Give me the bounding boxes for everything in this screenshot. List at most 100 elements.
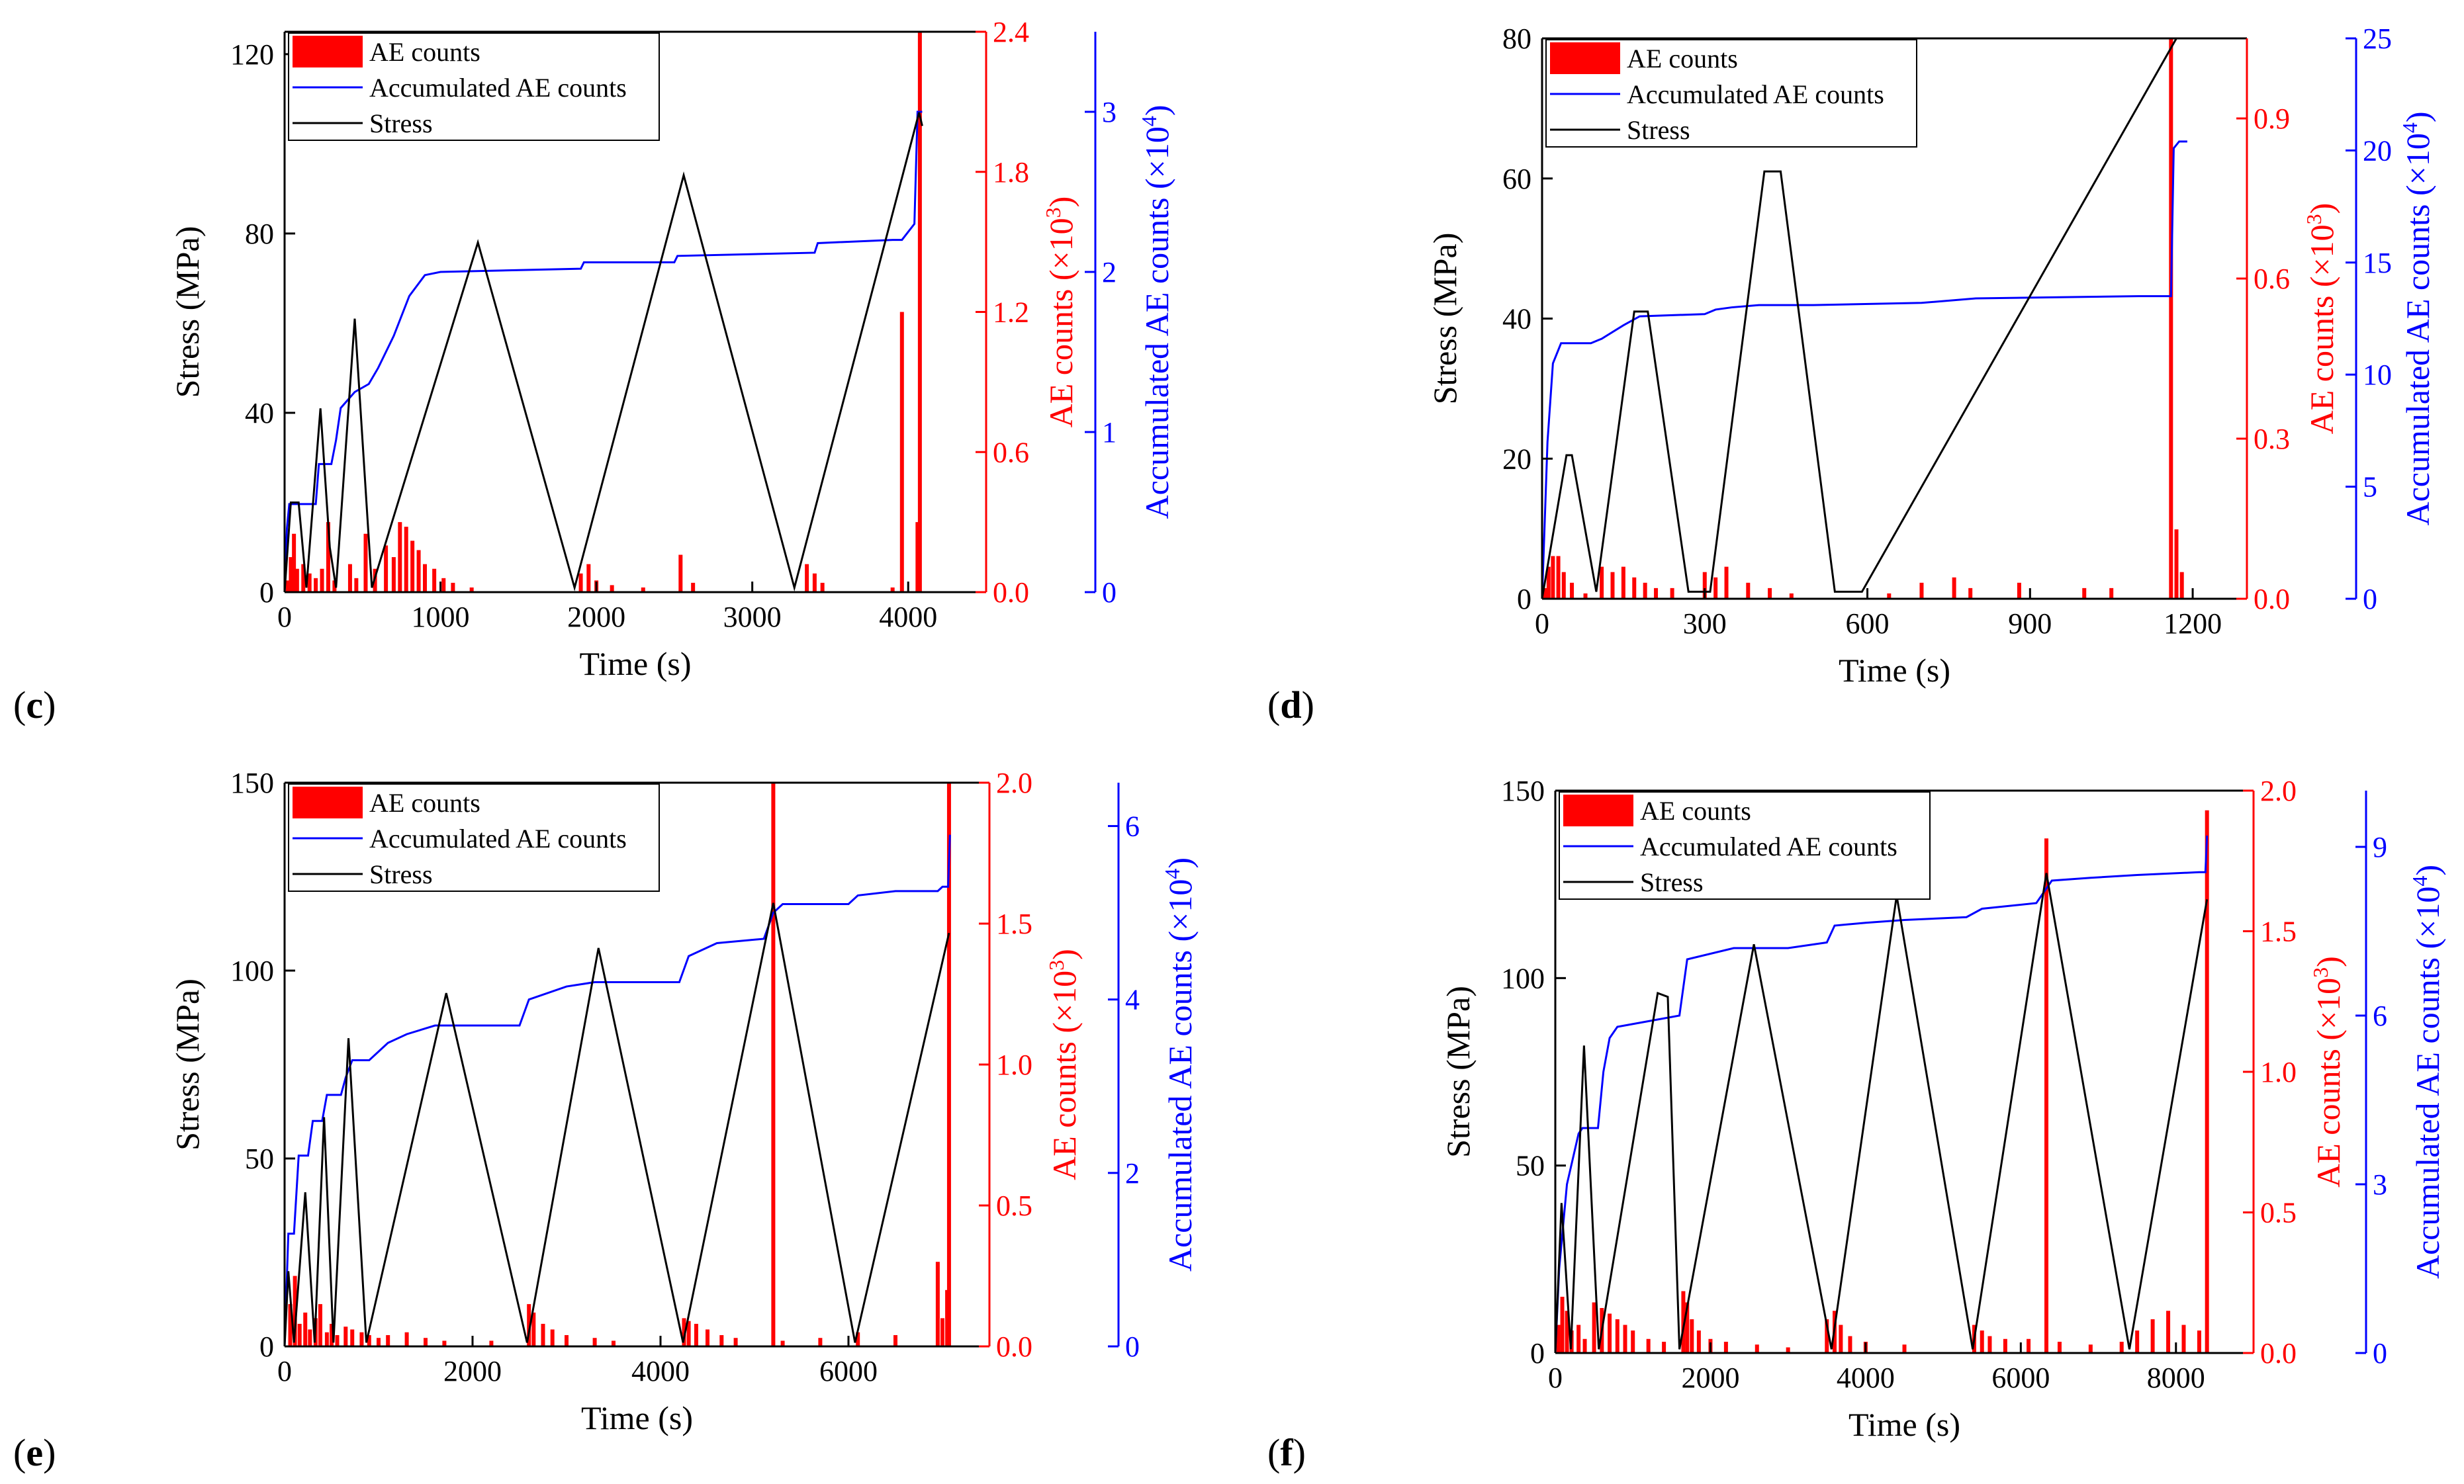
ae-bar	[2150, 1319, 2155, 1353]
ae-bars	[1543, 38, 2184, 599]
y-tick-label: 60	[1502, 163, 1531, 195]
x-tick-label: 0	[1535, 607, 1549, 640]
acc-tick-label: 10	[2363, 359, 2392, 391]
ae-bar	[289, 557, 293, 592]
ae-bar	[1702, 572, 1707, 599]
acc-tick-label: 0	[1102, 576, 1117, 609]
acc-axis-label-text: Accumulated AE counts (×10	[1138, 126, 1175, 519]
ae-bar	[297, 1323, 302, 1346]
ae-bar	[307, 573, 312, 592]
ae-axis-label-close: )	[1042, 196, 1079, 208]
y-tick-label: 150	[230, 767, 274, 799]
acc-axis-label-exp: 4	[2398, 122, 2422, 133]
ae-bar	[541, 1323, 545, 1346]
ae-bar	[1623, 1325, 1627, 1353]
ae-bar	[1631, 1331, 1635, 1353]
ae-bar	[893, 1334, 897, 1346]
ae-bar	[2181, 1325, 2186, 1353]
ae-axis-label: AE counts (×103)	[1044, 949, 1083, 1180]
ae-bar	[1632, 577, 1637, 599]
ae-bar	[1952, 577, 1956, 599]
ae-bar	[1768, 588, 1772, 599]
ae-bar	[1670, 588, 1674, 599]
ae-axis-label-text: AE counts (×10	[1046, 971, 1083, 1180]
ae-bar	[719, 1334, 724, 1346]
ae-axis-label-text: AE counts (×10	[1042, 218, 1079, 427]
ae-bar	[1713, 577, 1718, 599]
ae-bar	[890, 587, 895, 592]
x-tick-label: 1000	[412, 601, 470, 633]
x-tick-label: 300	[1683, 607, 1727, 640]
ae-bar	[1600, 566, 1604, 599]
acc-axis-label-text: Accumulated AE counts (×10	[2409, 887, 2446, 1279]
ae-bar	[1646, 1338, 1651, 1353]
ae-bar	[1610, 572, 1615, 599]
ae-bar	[318, 1304, 322, 1346]
ae-bar	[1561, 572, 1566, 599]
ae-bar	[2027, 1338, 2031, 1353]
acc-axis-label-exp: 4	[1137, 116, 1161, 126]
stress-line	[283, 902, 950, 1347]
ae-bar	[295, 568, 299, 592]
ae-bar	[416, 550, 421, 592]
y-tick-label: 80	[245, 218, 274, 250]
ae-bar	[1592, 1302, 1596, 1353]
ae-bar	[1724, 566, 1729, 599]
panel-label-open: (	[13, 1431, 26, 1474]
ae-bar	[1786, 1347, 1790, 1353]
ae-bar	[354, 578, 359, 592]
acc-axis-label-close: )	[2409, 865, 2446, 876]
ae-bar	[1887, 593, 1892, 599]
ae-bar	[592, 1338, 597, 1346]
y-tick-label: 0	[259, 1331, 274, 1363]
panel-label: (f)	[1267, 1431, 1306, 1474]
acc-axis-label-close: )	[1138, 105, 1175, 116]
ae-bar	[285, 580, 290, 592]
ae-bar	[451, 582, 455, 592]
acc-axis-label-close: )	[1162, 857, 1199, 869]
ae-tick-label: 0.5	[996, 1190, 1032, 1222]
ae-bar	[1662, 1342, 1666, 1353]
ae-tick-label: 1.8	[993, 156, 1029, 189]
ae-tick-label: 0.0	[2260, 1337, 2297, 1370]
ae-bar	[404, 1332, 409, 1346]
acc-tick-label: 0	[2373, 1337, 2387, 1370]
ae-bar	[489, 1340, 494, 1346]
panel-f: 0 2000 4000 6000 8000 Time (s) 0 50 100 150 Stress…	[1267, 775, 2446, 1474]
ae-bar	[1621, 566, 1625, 599]
ae-bar	[686, 1321, 691, 1346]
panel-label-close: )	[1293, 1431, 1306, 1474]
ae-bar	[856, 1332, 860, 1346]
ae-bars	[288, 783, 951, 1346]
ae-bar	[946, 783, 951, 1346]
legend-label-ae: AE counts	[369, 788, 480, 818]
panel-label-letter: c	[26, 683, 43, 726]
ae-bar	[550, 1329, 555, 1346]
ae-axis-label-close: )	[2310, 956, 2347, 967]
legend: AE counts Accumulated AE counts Stress	[1559, 791, 1931, 900]
ae-bar	[367, 1334, 371, 1346]
y-tick-label: 120	[230, 38, 274, 71]
ae-bar	[1902, 1344, 1907, 1353]
ae-bar	[1789, 593, 1794, 599]
y-axis-label: Stress (MPa)	[1439, 986, 1477, 1158]
ae-tick-label: 0.5	[2260, 1197, 2297, 1229]
panel-label: (c)	[13, 683, 56, 726]
panel-e: 0 2000 4000 6000 Time (s) 0 50 100 150 Stress (MP…	[13, 767, 1199, 1474]
y-tick-label: 100	[230, 955, 274, 987]
legend-swatch-ae	[1563, 795, 1633, 826]
ae-tick-label: 2.0	[996, 767, 1032, 799]
ae-axis-label-close: )	[1046, 949, 1083, 960]
ae-bar	[324, 1332, 329, 1346]
x-axis-label: Time (s)	[1848, 1406, 1960, 1443]
ae-bar	[780, 1340, 785, 1346]
ae-bar	[359, 1332, 364, 1346]
ae-bar	[1583, 593, 1588, 599]
y-tick-label: 80	[1502, 22, 1531, 55]
y-tick-label: 0	[259, 576, 274, 609]
legend-label-ae: AE counts	[369, 37, 480, 67]
ae-bar	[423, 564, 427, 592]
acc-tick-label: 4	[1125, 984, 1140, 1016]
ae-bar	[678, 554, 683, 592]
